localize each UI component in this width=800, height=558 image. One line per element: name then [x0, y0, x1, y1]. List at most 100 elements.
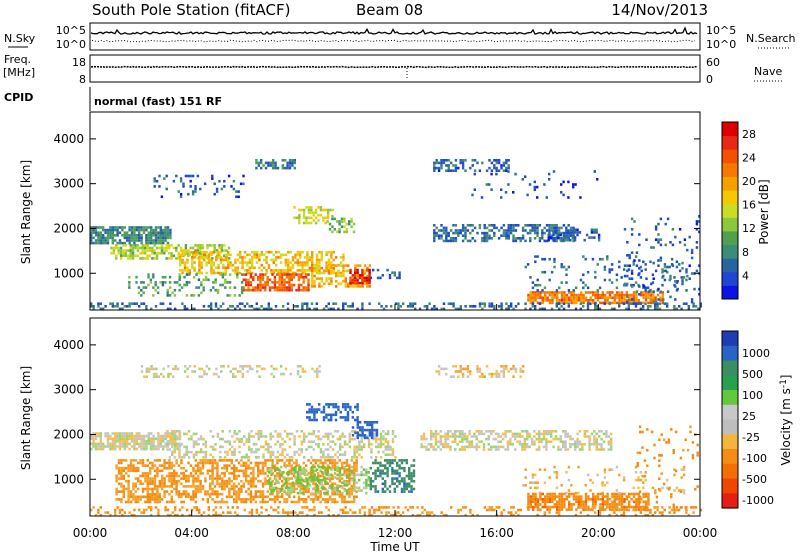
heatmap-cell — [175, 475, 177, 478]
heatmap-cell — [162, 242, 164, 245]
heatmap-cell — [216, 472, 218, 475]
heatmap-cell — [611, 263, 613, 266]
heatmap-cell — [293, 443, 295, 446]
heatmap-cell — [182, 183, 184, 186]
heatmap-cell — [332, 414, 334, 417]
heatmap-cell — [306, 479, 308, 482]
heatmap-cell — [248, 440, 250, 443]
heatmap-cell — [365, 484, 367, 487]
heatmap-cell — [286, 501, 288, 504]
heatmap-cell — [283, 501, 285, 504]
heatmap-cell — [224, 281, 226, 284]
heatmap-cell — [618, 291, 620, 294]
heatmap-cell — [674, 236, 676, 239]
heatmap-cell — [346, 489, 348, 492]
heatmap-cell — [337, 456, 339, 459]
heatmap-cell — [471, 446, 473, 449]
heatmap-cell — [291, 159, 293, 162]
heatmap-cell — [430, 446, 432, 449]
heatmap-cell — [281, 451, 283, 454]
heatmap-cell — [344, 484, 346, 487]
heatmap-cell — [274, 281, 276, 284]
heatmap-cell — [222, 276, 224, 279]
heatmap-cell — [210, 453, 212, 456]
heatmap-cell — [336, 466, 338, 469]
heatmap-cell — [270, 456, 272, 459]
heatmap-cell — [359, 429, 361, 432]
heatmap-cell — [210, 259, 212, 262]
heatmap-cell — [231, 488, 233, 491]
heatmap-cell — [241, 438, 243, 441]
heatmap-cell — [505, 191, 507, 194]
heatmap-cell — [272, 164, 274, 167]
heatmap-cell — [238, 196, 240, 199]
heatmap-cell — [440, 159, 442, 162]
heatmap-cell — [598, 239, 600, 242]
heatmap-cell — [343, 225, 345, 228]
heatmap-cell — [178, 453, 180, 456]
heatmap-cell — [303, 214, 305, 217]
heatmap-cell — [317, 438, 319, 441]
heatmap-cell — [299, 471, 301, 474]
heatmap-cell — [150, 279, 152, 282]
heatmap-cell — [534, 181, 536, 184]
heatmap-cell — [626, 291, 628, 294]
heatmap-cell — [510, 302, 512, 305]
heatmap-cell — [579, 448, 581, 451]
heatmap-cell — [412, 305, 414, 308]
heatmap-cell — [225, 269, 227, 272]
heatmap-cell — [304, 302, 306, 305]
heatmap-cell — [288, 279, 290, 282]
heatmap-cell — [557, 236, 559, 239]
heatmap-cell — [250, 462, 252, 465]
heatmap-cell — [337, 430, 339, 433]
heatmap-cell — [274, 456, 276, 459]
heatmap-cell — [267, 496, 269, 499]
heatmap-cell — [558, 291, 560, 294]
heatmap-cell — [164, 237, 166, 240]
heatmap-cell — [309, 259, 311, 262]
heatmap-cell — [379, 470, 381, 473]
heatmap-cell — [245, 498, 247, 501]
heatmap-cell — [542, 501, 544, 504]
heatmap-cell — [330, 283, 332, 286]
heatmap-cell — [507, 170, 509, 173]
heatmap-cell — [616, 279, 618, 282]
heatmap-cell — [610, 440, 612, 443]
heatmap-cell — [561, 498, 563, 501]
heatmap-cell — [310, 498, 312, 501]
heatmap-cell — [365, 474, 367, 477]
heatmap-cell — [351, 501, 353, 504]
heatmap-cell — [543, 183, 545, 186]
heatmap-cell — [669, 296, 671, 299]
heatmap-cell — [527, 294, 529, 297]
heatmap-cell — [273, 269, 275, 272]
heatmap-cell — [213, 264, 215, 267]
heatmap-cell — [349, 271, 351, 274]
heatmap-cell — [124, 242, 126, 245]
heatmap-cell — [223, 501, 225, 504]
heatmap-cell — [235, 498, 237, 501]
heatmap-cell — [198, 286, 200, 289]
heatmap-cell — [355, 490, 357, 493]
heatmap-cell — [233, 490, 235, 493]
heatmap-cell — [389, 453, 391, 456]
heatmap-cell — [333, 272, 335, 275]
heatmap-cell — [296, 451, 298, 454]
heatmap-cell — [534, 261, 536, 264]
heatmap-cell — [341, 225, 343, 228]
heatmap-cell — [428, 302, 430, 305]
heatmap-cell — [330, 272, 332, 275]
heatmap-cell — [305, 448, 307, 451]
heatmap-cell — [331, 218, 333, 221]
heatmap-cell — [257, 472, 259, 475]
heatmap-cell — [539, 240, 541, 243]
heatmap-cell — [151, 490, 153, 493]
heatmap-cell — [126, 305, 128, 308]
heatmap-cell — [265, 443, 267, 446]
heatmap-cell — [237, 254, 239, 257]
heatmap-cell — [278, 489, 280, 492]
heatmap-cell — [191, 267, 193, 270]
heatmap-cell — [255, 162, 257, 165]
heatmap-cell — [476, 443, 478, 446]
